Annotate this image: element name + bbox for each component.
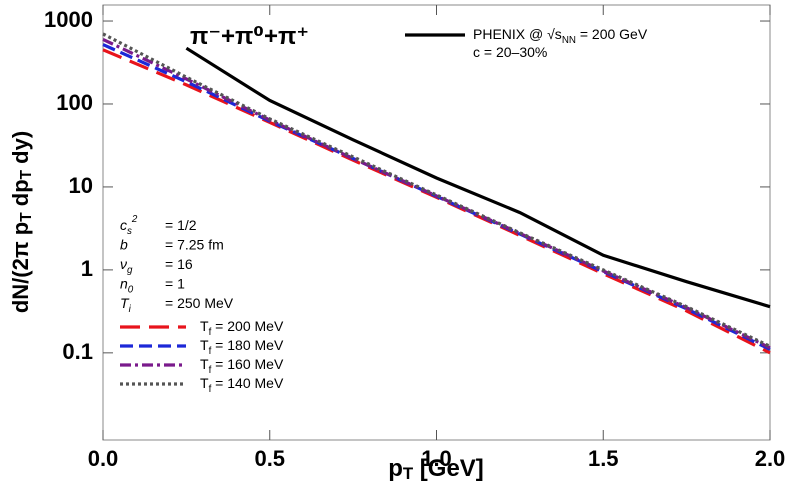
y-tick-label: 10 [69, 173, 93, 198]
x-tick-label: 1.5 [588, 446, 619, 471]
legend-label: Tf = 160 MeV [200, 356, 284, 376]
chart-title: π⁻+π⁰+π⁺ [190, 23, 309, 50]
param-value: = 1 [165, 275, 185, 291]
y-tick-label: 100 [56, 90, 93, 115]
y-tick-label: 1000 [44, 7, 93, 32]
legend-label: Tf = 180 MeV [200, 337, 284, 357]
y-tick-label: 1 [81, 256, 93, 281]
series-line [185, 46, 771, 309]
param-symbol: Ti [120, 295, 132, 315]
x-axis-label: pT [GeV] [388, 455, 484, 483]
x-tick-label: 2.0 [755, 446, 786, 471]
data-note: c = 20–30% [473, 44, 547, 60]
param-symbol: b [120, 236, 128, 252]
series-line [102, 37, 771, 350]
param-symbol: cs2 [120, 214, 138, 237]
param-value: = 250 MeV [165, 295, 234, 311]
series-line [102, 32, 771, 348]
param-value: = 16 [165, 256, 193, 272]
y-tick-label: 0.1 [62, 339, 93, 364]
param-value: = 7.25 fm [165, 236, 224, 252]
y-axis-label: dN/(2π pT dpT dy) [8, 131, 35, 313]
x-tick-label: 0.0 [88, 446, 119, 471]
legend-label: PHENIX @ √sNN = 200 GeV [473, 26, 648, 46]
x-tick-label: 0.5 [254, 446, 285, 471]
param-symbol: νg [120, 256, 133, 276]
param-value: = 1/2 [165, 217, 197, 233]
param-symbol: n0 [120, 275, 134, 295]
legend-label: Tf = 200 MeV [200, 318, 284, 338]
x-tick-label: 1.0 [421, 446, 452, 471]
legend-label: Tf = 140 MeV [200, 375, 284, 395]
